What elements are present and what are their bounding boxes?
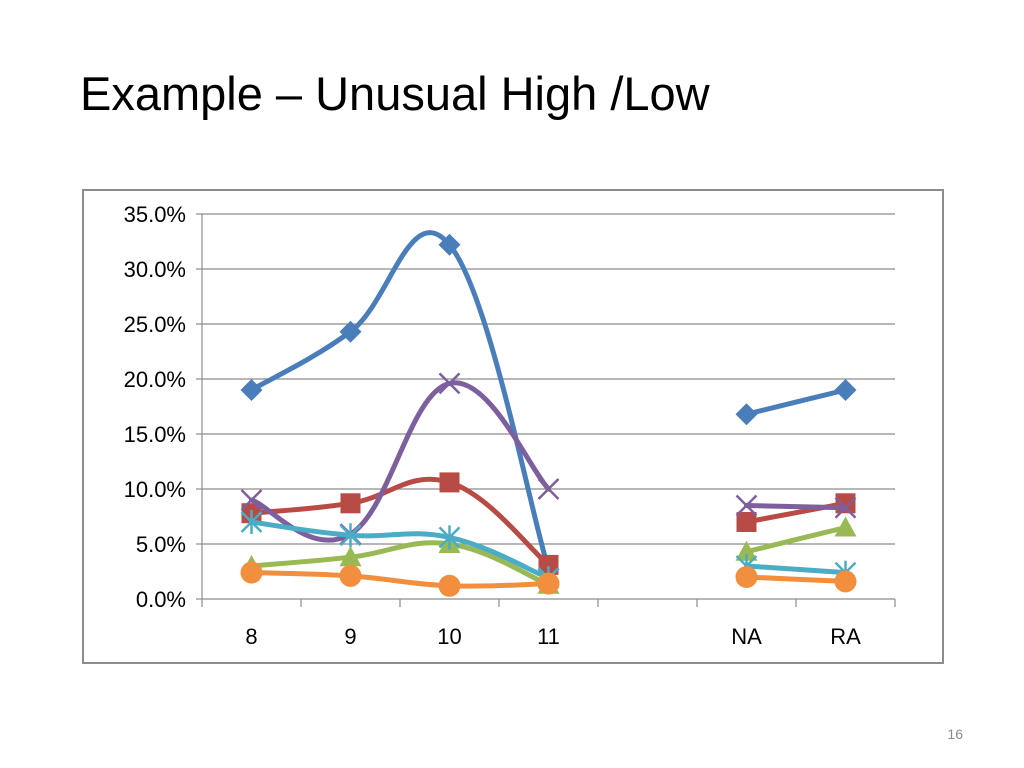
series-line — [249, 476, 551, 568]
y-tick-label: 0.0% — [136, 587, 186, 612]
circle-marker — [834, 570, 857, 593]
circle-marker — [339, 564, 362, 587]
axes — [196, 213, 896, 607]
series-line — [744, 525, 848, 555]
series-line — [249, 570, 551, 589]
y-tick-label: 10.0% — [124, 477, 186, 502]
page-number: 16 — [947, 726, 963, 742]
series-line — [249, 519, 551, 581]
series-line — [744, 503, 848, 511]
circle-marker — [735, 566, 758, 588]
series-line — [744, 574, 848, 584]
x-tick-label: 8 — [245, 624, 257, 649]
x-tick-label: 11 — [537, 624, 560, 649]
y-tick-label: 5.0% — [136, 532, 186, 557]
series-line — [744, 387, 848, 417]
circle-marker — [537, 572, 560, 595]
chart-frame: 0.0% 5.0% 10.0% 15.0% 20.0% 25.0% 30.0% 35.0% 8 9… — [82, 189, 944, 664]
y-tick-label: 30.0% — [124, 257, 186, 282]
series-0 — [240, 230, 857, 581]
gridlines — [202, 213, 895, 545]
slide-title: Example – Unusual High /Low — [80, 67, 710, 120]
y-tick-label: 35.0% — [124, 202, 186, 227]
triangle-marker — [834, 516, 857, 537]
square-marker — [439, 472, 460, 493]
diamond-marker — [240, 379, 263, 401]
square-marker — [835, 493, 856, 514]
series-line — [744, 563, 848, 576]
y-tick-label: 15.0% — [124, 422, 186, 447]
series-5 — [240, 561, 857, 597]
series-group — [240, 230, 857, 597]
tick-labels: 0.0% 5.0% 10.0% 15.0% 20.0% 25.0% 30.0% 35.0% 8 9… — [124, 202, 861, 649]
x-tick-label: 9 — [344, 624, 356, 649]
x-tick-label: 10 — [437, 624, 461, 649]
series-3 — [240, 372, 857, 545]
x-marker — [240, 489, 263, 511]
x-tick-label: NA — [731, 624, 762, 649]
y-tick-label: 20.0% — [124, 367, 186, 392]
x-marker — [834, 496, 857, 519]
series-line — [249, 540, 551, 588]
line-chart: 0.0% 5.0% 10.0% 15.0% 20.0% 25.0% 30.0% 35.0% 8 9… — [124, 202, 896, 649]
circle-marker — [240, 561, 263, 584]
triangle-marker — [339, 546, 362, 567]
circle-marker — [438, 574, 461, 597]
x-marker — [735, 494, 758, 517]
square-marker — [538, 554, 559, 575]
diamond-marker — [834, 379, 857, 401]
star-marker — [339, 523, 362, 548]
triangle-marker — [735, 540, 758, 561]
series-line — [249, 380, 551, 543]
x-tick-label: RA — [830, 624, 861, 649]
star-marker — [438, 525, 461, 550]
y-tick-label: 25.0% — [124, 312, 186, 337]
square-marker — [340, 493, 361, 514]
x-marker — [537, 478, 560, 500]
diamond-marker — [339, 320, 362, 343]
square-marker — [736, 512, 757, 532]
star-marker — [240, 510, 263, 534]
diamond-marker — [438, 233, 461, 256]
x-marker — [438, 372, 461, 395]
diamond-marker — [735, 403, 758, 426]
